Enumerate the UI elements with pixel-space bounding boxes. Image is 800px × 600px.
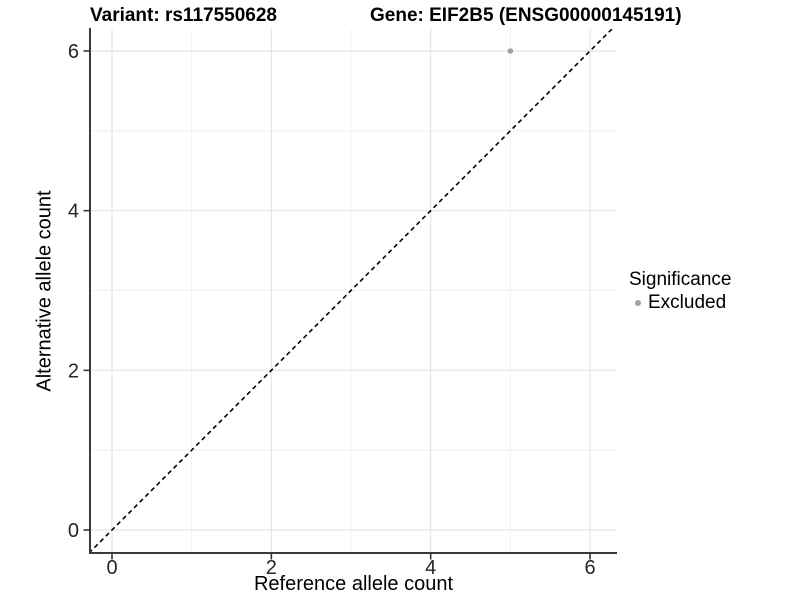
y-tick-label: 0	[68, 520, 79, 542]
x-tick-label: 6	[584, 557, 595, 579]
y-axis-title: Alternative allele count	[33, 190, 56, 392]
plot-title-variant: Variant: rs117550628	[90, 5, 277, 26]
plot-title-gene: Gene: EIF2B5 (ENSG00000145191)	[370, 5, 682, 26]
legend: Significance Excluded	[629, 268, 731, 313]
y-tick-label: 2	[68, 360, 79, 382]
x-tick-label: 0	[106, 557, 117, 579]
data-point	[507, 48, 514, 54]
legend-item-excluded: Excluded	[629, 292, 731, 313]
x-axis-title: Reference allele count	[253, 573, 453, 595]
y-tick-label: 4	[68, 201, 79, 223]
identity-dashed-line	[90, 29, 614, 553]
x-tick-label: 4	[425, 557, 436, 579]
y-tick-label: 6	[68, 41, 79, 63]
legend-title: Significance	[629, 269, 732, 290]
x-tick-label: 2	[266, 557, 277, 579]
legend-point-icon	[635, 299, 641, 306]
legend-item-label: Excluded	[648, 292, 727, 313]
